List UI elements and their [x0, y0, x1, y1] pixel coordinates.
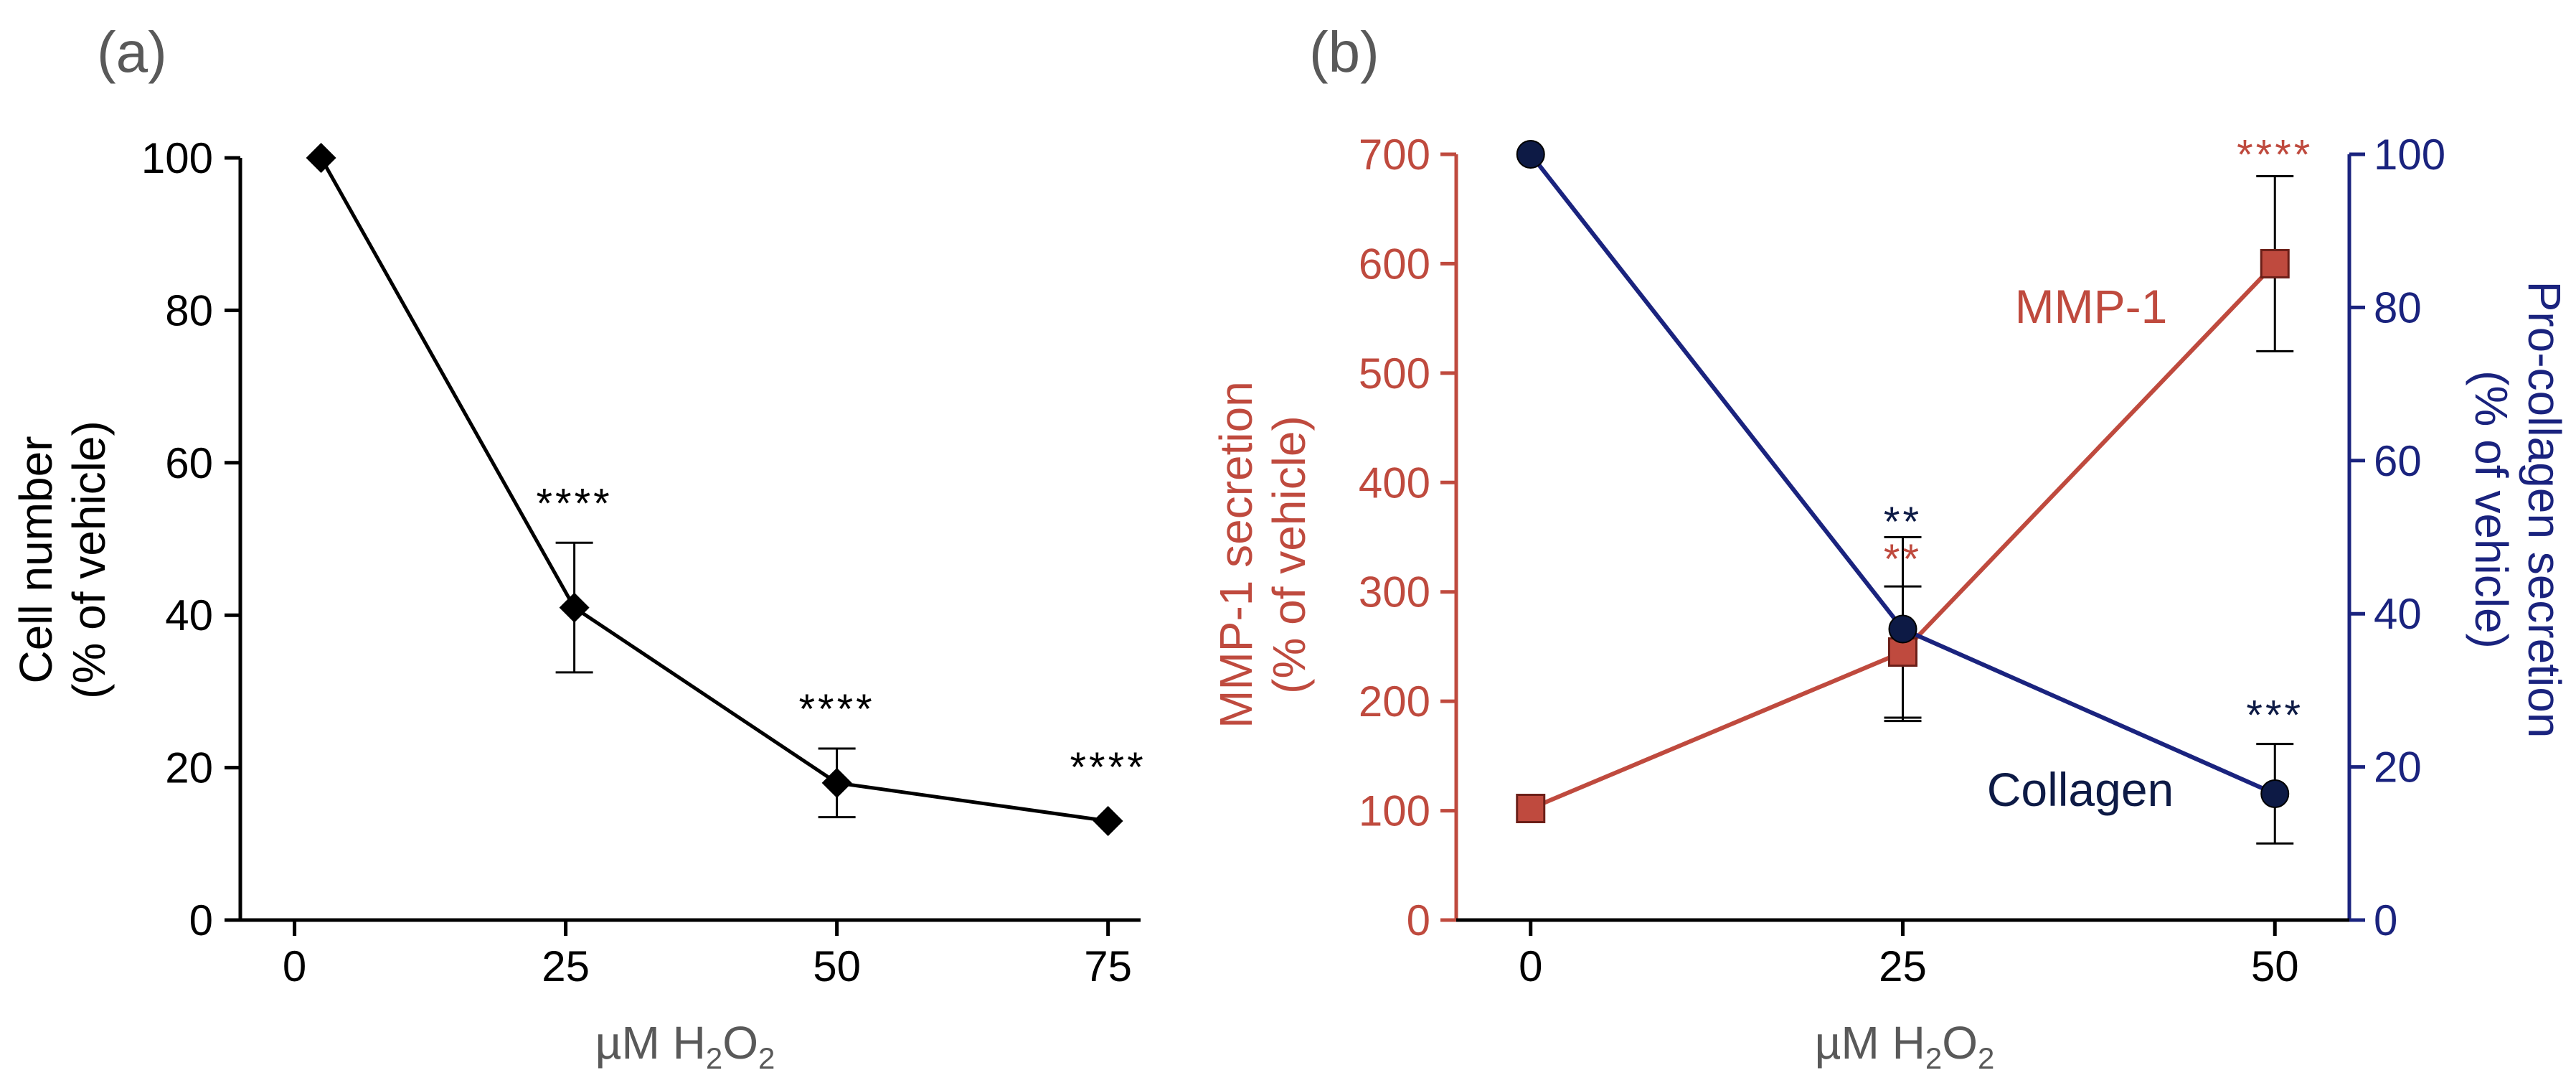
- data-point: [559, 592, 590, 623]
- x-title-prefix: µM H: [1815, 1017, 1925, 1069]
- mmp1-data-point: [1888, 637, 1917, 667]
- x-title-sub2: 2: [1978, 1041, 1994, 1075]
- panel-a: (a) Cell number (% of vehicle) µM H2O2: [10, 20, 775, 1075]
- data-point: [821, 767, 852, 798]
- panel-a-y-title-line2: (% of vehicle): [63, 421, 115, 699]
- panel-a-y-title-line1: Cell number: [10, 436, 62, 683]
- collagen-data-point: [1888, 614, 1917, 644]
- x-tick-label: 75: [1084, 942, 1132, 990]
- y-tick-label: 80: [165, 286, 213, 334]
- right-y-tick-label: 60: [2374, 437, 2422, 485]
- panel-a-x-axis-title: µM H2O2: [595, 1017, 775, 1075]
- x-title-sub2: 2: [758, 1041, 775, 1075]
- right-y-tick-label: 80: [2374, 283, 2422, 332]
- data-point: [1093, 805, 1123, 836]
- x-tick-label: 0: [1519, 942, 1542, 990]
- x-tick-label: 50: [2251, 942, 2299, 990]
- mmp1-significance-label: ****: [2237, 131, 2313, 178]
- left-y-tick-label: 0: [1407, 896, 1430, 944]
- panel-b-left-axis-title: MMP-1 secretion (% of vehicle): [1210, 381, 1315, 728]
- significance-label: ****: [798, 686, 874, 733]
- x-title-sub1: 2: [706, 1041, 722, 1075]
- x-tick-label: 50: [813, 942, 861, 990]
- x-title-prefix: µM H: [595, 1017, 706, 1069]
- y-tick-label: 0: [189, 896, 213, 944]
- panel-b-label: (b): [1309, 20, 1379, 84]
- significance-label: ****: [536, 480, 612, 527]
- panel-b-x-axis-title: µM H2O2: [1815, 1017, 1995, 1075]
- significance-label: ****: [1070, 744, 1146, 791]
- panel-b-right-title-line2: (% of vehicle): [2466, 370, 2517, 649]
- left-y-tick-label: 100: [1359, 787, 1430, 835]
- y-tick-label: 20: [165, 744, 213, 792]
- collagen-data-point: [1516, 140, 1545, 169]
- right-y-tick-label: 40: [2374, 590, 2422, 638]
- right-y-tick-label: 0: [2374, 896, 2397, 944]
- left-y-tick-label: 500: [1359, 350, 1430, 398]
- collagen-data-point: [2260, 779, 2290, 808]
- panel-b-marks: 0 100 200 300 400 500 600 700 0 20 40 60 80 100 0 25 50 *…: [1359, 131, 2445, 990]
- mmp1-data-point: [2260, 248, 2290, 278]
- x-title-mid: O: [722, 1017, 758, 1069]
- left-y-tick-label: 200: [1359, 677, 1430, 726]
- panel-b-left-title-line2: (% of vehicle): [1263, 416, 1315, 694]
- left-y-tick-label: 300: [1359, 568, 1430, 616]
- mmp1-significance-label: **: [1884, 536, 1922, 583]
- panel-a-y-axis-title: Cell number (% of vehicle): [10, 421, 115, 699]
- x-tick-label: 0: [283, 942, 306, 990]
- y-tick-label: 40: [165, 591, 213, 639]
- panel-a-marks: 0 20 40 60 80 100 0 25 50 75 **** **** ****: [141, 134, 1146, 990]
- collagen-significance-label: **: [1884, 499, 1922, 545]
- x-title-sub1: 2: [1925, 1041, 1942, 1075]
- panel-b-right-axis-title: Pro-collagen secretion (% of vehicle): [2466, 281, 2570, 738]
- x-title-mid: O: [1942, 1017, 1978, 1069]
- series-line-cell-number: [319, 156, 1108, 823]
- x-tick-label: 25: [1879, 942, 1927, 990]
- collagen-significance-label: ***: [2246, 693, 2303, 739]
- right-y-tick-label: 20: [2374, 744, 2422, 792]
- panel-b-right-title-line1: Pro-collagen secretion: [2519, 281, 2570, 738]
- mmp1-data-point: [1516, 794, 1546, 824]
- x-tick-label: 25: [542, 942, 590, 990]
- left-y-tick-label: 700: [1359, 131, 1430, 179]
- data-point: [306, 143, 336, 173]
- y-tick-label: 100: [141, 134, 213, 182]
- panel-b: (b) MMP-1 secretion (% of vehicle) Pro-c…: [1210, 20, 2570, 1075]
- panel-b-left-title-line1: MMP-1 secretion: [1210, 381, 1262, 728]
- mmp1-series-label: MMP-1: [2015, 280, 2168, 333]
- right-y-tick-label: 100: [2374, 131, 2445, 179]
- collagen-series-label: Collagen: [1987, 763, 2174, 816]
- left-y-tick-label: 600: [1359, 240, 1430, 288]
- panel-a-label: (a): [97, 20, 167, 84]
- left-y-tick-label: 400: [1359, 459, 1430, 507]
- y-tick-label: 60: [165, 439, 213, 487]
